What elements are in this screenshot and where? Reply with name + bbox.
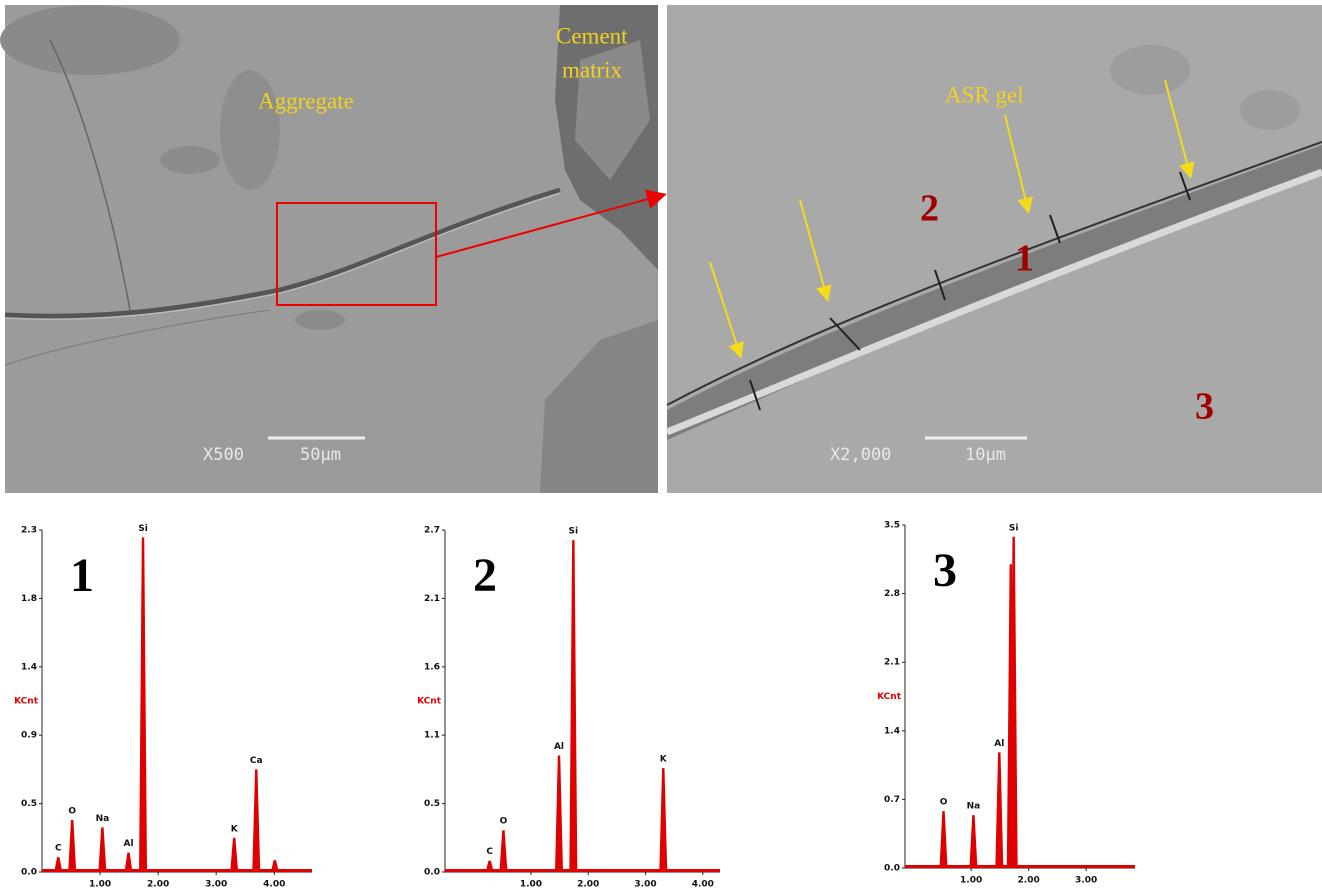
noise-baseline	[42, 869, 312, 872]
x-tick-label: 2.00	[1018, 876, 1040, 886]
point-label: 1	[1015, 238, 1034, 280]
y-tick-label: 0.5	[21, 799, 37, 809]
peak	[969, 815, 978, 868]
peak	[555, 755, 564, 872]
x-tick-label: 1.00	[960, 876, 982, 886]
y-tick-label: 0.5	[424, 799, 440, 809]
label-aggregate: Aggregate	[258, 88, 354, 113]
peak	[252, 769, 261, 872]
y-tick-label: 3.5	[884, 521, 900, 531]
label-asr-gel: ASR gel	[945, 82, 1024, 107]
peak-label: O	[500, 817, 508, 827]
y-tick-label: 2.1	[884, 658, 900, 668]
x-tick-label: 3.00	[205, 880, 227, 890]
spectrum-chart: 0.0 0.5 1.1 1.6 2.1 2.7 1.00 2.00 3.00 4.00 KCnt 2 C…	[417, 526, 720, 890]
noise-baseline	[905, 865, 1135, 868]
y-tick-label: 0.0	[21, 868, 37, 878]
y-axis-label: KCnt	[14, 697, 39, 707]
peak-label: O	[68, 806, 76, 816]
peak-label: Ca	[250, 756, 263, 766]
peak	[485, 860, 494, 872]
peak	[1009, 536, 1018, 868]
peak	[230, 837, 239, 872]
x-tick-label: 3.00	[1075, 876, 1097, 886]
y-tick-label: 1.1	[424, 731, 440, 741]
magnification: X500	[203, 445, 244, 465]
point-label: 3	[1195, 386, 1214, 428]
y-tick-label: 2.1	[424, 594, 440, 604]
y-tick-label: 1.4	[884, 726, 900, 736]
y-tick-label: 2.8	[884, 589, 900, 599]
x-tick-label: 3.00	[634, 880, 656, 890]
peak-label: Na	[967, 802, 981, 812]
peak	[98, 827, 107, 872]
x-tick-label: 4.00	[263, 880, 285, 890]
peak	[54, 857, 63, 872]
peak	[939, 811, 948, 868]
y-tick-label: 1.4	[21, 662, 37, 672]
peak	[68, 819, 77, 872]
x-tick-label: 4.00	[692, 880, 714, 890]
x-tick-label: 2.00	[147, 880, 169, 890]
peak-label: Al	[994, 739, 1004, 749]
noise-baseline	[445, 869, 720, 872]
panel-number: 1	[70, 549, 94, 602]
peak-label: K	[660, 755, 668, 765]
peak	[124, 852, 133, 872]
spectrum-chart: 0.0 0.7 1.4 2.1 2.8 3.5 1.00 2.00 3.00 KCnt 3 O Na Al…	[877, 521, 1135, 886]
peak-label: Si	[569, 527, 579, 537]
x-tick-label: 2.00	[577, 880, 599, 890]
peak-label: C	[55, 844, 62, 854]
y-tick-label: 0.7	[884, 795, 900, 805]
x-tick-label: 1.00	[89, 880, 111, 890]
label-matrix: matrix	[562, 57, 623, 82]
peak-label: Si	[138, 524, 148, 534]
y-tick-label: 2.3	[21, 526, 37, 536]
y-axis-label: KCnt	[417, 697, 442, 707]
sem-image-right: ASR gel 2 1 3 X2,000 10μm	[665, 5, 1322, 493]
peak-label: O	[940, 798, 948, 808]
y-tick-label: 0.9	[21, 731, 37, 741]
peak-label: Al	[554, 742, 564, 752]
peak	[139, 537, 148, 872]
scale-label: 50μm	[300, 445, 341, 465]
spectrum-chart: 0.0 0.5 0.9 1.4 1.8 2.3 1.00 2.00 3.00 4.00 KCnt 1 C…	[14, 524, 312, 890]
peak	[270, 860, 279, 872]
peak	[659, 768, 668, 872]
y-tick-label: 0.0	[884, 864, 900, 874]
y-axis-label: KCnt	[877, 692, 902, 702]
y-tick-label: 0.0	[424, 868, 440, 878]
label-cement: Cement	[556, 23, 628, 48]
magnification: X2,000	[830, 445, 891, 465]
panel-number: 2	[473, 549, 497, 602]
peak-label: Si	[1009, 523, 1019, 533]
panel-number: 3	[933, 544, 957, 597]
peak-label: Al	[123, 839, 133, 849]
peak	[995, 752, 1004, 868]
peak-label: Na	[96, 814, 110, 824]
peak	[569, 540, 578, 872]
peak-label: K	[231, 824, 239, 834]
peak-label: C	[486, 847, 493, 857]
y-tick-label: 2.7	[424, 526, 440, 536]
sem-image-left: Aggregate Cement matrix X500 50μm	[0, 5, 667, 493]
peak	[499, 830, 508, 872]
point-label: 2	[920, 188, 939, 230]
scale-label: 10μm	[965, 445, 1006, 465]
y-tick-label: 1.6	[424, 662, 440, 672]
y-tick-label: 1.8	[21, 594, 37, 604]
x-tick-label: 1.00	[520, 880, 542, 890]
